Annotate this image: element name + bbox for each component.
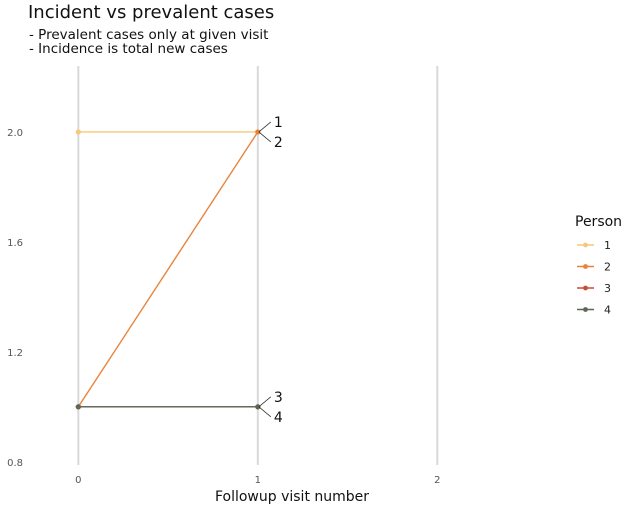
legend-label-3: 3 — [604, 282, 611, 295]
end-label-2: 2 — [274, 135, 283, 151]
end-label-leader-4 — [258, 406, 272, 418]
x-tick-1: 1 — [255, 475, 261, 486]
x-tick-0: 0 — [75, 475, 81, 486]
legend-title: Person — [575, 214, 622, 230]
x-axis-label: Followup visit number — [215, 489, 369, 505]
y-tick-1.6: 1.6 — [7, 238, 23, 249]
end-label-leader-3 — [258, 396, 272, 408]
legend-marker-3 — [583, 285, 588, 291]
chart-title: Incident vs prevalent cases — [28, 2, 275, 23]
y-tick-0.8: 0.8 — [7, 458, 23, 469]
end-labels: 1 2 3 4 — [258, 115, 283, 426]
legend-label-4: 4 — [604, 304, 611, 317]
point-person-4-1 — [255, 404, 261, 410]
x-tick-2: 2 — [434, 475, 440, 486]
legend-label-2: 2 — [604, 261, 611, 274]
end-label-4: 4 — [274, 410, 283, 426]
series-line-2 — [77, 131, 259, 408]
end-label-leader-1 — [258, 121, 272, 133]
point-person-4-0 — [75, 404, 81, 410]
y-tick-2.0: 2.0 — [7, 128, 23, 139]
series-points — [75, 129, 261, 410]
point-person-1-0 — [75, 129, 81, 135]
series-lines — [77, 131, 259, 408]
legend-marker-2 — [583, 264, 588, 269]
end-label-leader-2 — [258, 131, 272, 143]
point-person-2-1 — [255, 129, 261, 135]
x-axis-ticks: 0 1 2 — [75, 475, 440, 486]
chart-subtitle: - Prevalent cases only at given visit - … — [29, 27, 269, 57]
y-axis-ticks: 0.8 1.2 1.6 2.0 — [7, 128, 23, 469]
end-label-1: 1 — [274, 115, 283, 131]
legend-label-1: 1 — [604, 239, 611, 252]
legend-marker-4 — [583, 307, 588, 312]
legend: Person 1 2 3 4 — [575, 214, 622, 317]
end-label-3: 3 — [274, 390, 283, 406]
y-tick-1.2: 1.2 — [7, 348, 23, 359]
legend-marker-1 — [583, 242, 588, 248]
